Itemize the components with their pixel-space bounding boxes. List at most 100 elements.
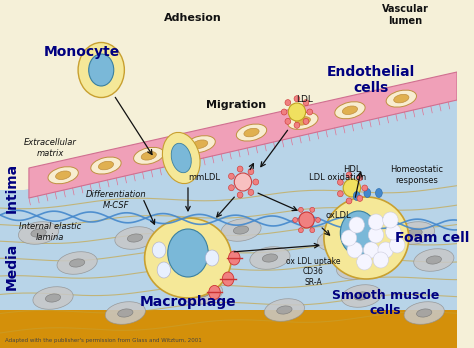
Ellipse shape <box>337 191 343 197</box>
Ellipse shape <box>228 185 234 191</box>
Ellipse shape <box>310 228 315 233</box>
Ellipse shape <box>294 122 300 128</box>
Ellipse shape <box>192 140 208 149</box>
Ellipse shape <box>285 100 291 105</box>
Ellipse shape <box>233 226 249 234</box>
Ellipse shape <box>342 106 357 114</box>
Text: LDL oxidation: LDL oxidation <box>309 174 366 182</box>
Ellipse shape <box>341 230 357 246</box>
Ellipse shape <box>264 299 304 321</box>
Ellipse shape <box>294 96 300 102</box>
Ellipse shape <box>353 191 360 200</box>
Ellipse shape <box>337 179 343 185</box>
Ellipse shape <box>303 118 309 124</box>
Ellipse shape <box>354 292 369 300</box>
Ellipse shape <box>89 54 114 86</box>
Ellipse shape <box>166 264 181 272</box>
Ellipse shape <box>303 100 309 105</box>
Ellipse shape <box>390 237 405 253</box>
Ellipse shape <box>293 218 298 222</box>
Ellipse shape <box>375 189 382 198</box>
Ellipse shape <box>285 118 291 124</box>
Ellipse shape <box>55 171 71 180</box>
Ellipse shape <box>299 212 314 228</box>
Ellipse shape <box>31 229 46 237</box>
Ellipse shape <box>244 128 259 137</box>
Ellipse shape <box>299 207 303 212</box>
Bar <box>0 210 457 348</box>
Ellipse shape <box>414 249 454 271</box>
Ellipse shape <box>157 262 171 278</box>
Text: Intima: Intima <box>5 163 18 213</box>
Text: Media: Media <box>5 242 18 290</box>
Text: mmLDL: mmLDL <box>188 174 220 182</box>
Ellipse shape <box>362 185 368 191</box>
Ellipse shape <box>295 117 310 125</box>
Text: Homeostatic
responses: Homeostatic responses <box>390 165 443 185</box>
Ellipse shape <box>78 42 124 97</box>
Ellipse shape <box>145 218 231 298</box>
Ellipse shape <box>373 252 389 268</box>
Ellipse shape <box>426 256 441 264</box>
Ellipse shape <box>349 217 365 233</box>
Ellipse shape <box>134 147 164 164</box>
Ellipse shape <box>46 294 61 302</box>
Ellipse shape <box>18 222 59 244</box>
Ellipse shape <box>357 175 363 181</box>
Ellipse shape <box>357 195 363 201</box>
Ellipse shape <box>288 112 318 129</box>
Ellipse shape <box>141 152 156 160</box>
Ellipse shape <box>288 103 306 121</box>
Ellipse shape <box>237 192 243 198</box>
Ellipse shape <box>368 214 383 230</box>
Ellipse shape <box>185 136 215 153</box>
Text: HDL: HDL <box>343 165 361 174</box>
Ellipse shape <box>349 264 365 272</box>
Ellipse shape <box>253 179 259 185</box>
Ellipse shape <box>346 198 352 204</box>
Bar <box>0 190 457 310</box>
Text: Extracellular
matrix: Extracellular matrix <box>24 138 77 158</box>
Text: Endothelial
cells: Endothelial cells <box>327 65 415 95</box>
Text: Migration: Migration <box>206 100 266 110</box>
Text: Differentiation
M-CSF: Differentiation M-CSF <box>85 190 146 210</box>
Ellipse shape <box>228 173 234 179</box>
Text: Monocyte: Monocyte <box>44 45 120 59</box>
Ellipse shape <box>171 143 191 173</box>
Ellipse shape <box>237 166 243 172</box>
Ellipse shape <box>364 189 371 198</box>
Ellipse shape <box>404 302 444 324</box>
Ellipse shape <box>310 207 315 212</box>
Ellipse shape <box>195 289 210 297</box>
Ellipse shape <box>91 157 121 174</box>
Ellipse shape <box>317 229 357 251</box>
Ellipse shape <box>281 109 287 115</box>
Ellipse shape <box>357 254 372 270</box>
Ellipse shape <box>228 251 240 265</box>
Ellipse shape <box>335 102 365 119</box>
Ellipse shape <box>221 219 261 241</box>
Ellipse shape <box>324 197 409 279</box>
Ellipse shape <box>70 259 85 267</box>
Ellipse shape <box>118 309 133 317</box>
Polygon shape <box>0 100 457 220</box>
Ellipse shape <box>33 287 73 309</box>
Ellipse shape <box>407 229 422 237</box>
Ellipse shape <box>341 285 382 307</box>
Ellipse shape <box>168 229 208 277</box>
Ellipse shape <box>394 222 435 244</box>
Ellipse shape <box>128 234 143 242</box>
Ellipse shape <box>347 242 363 258</box>
Text: Internal elastic
lamina: Internal elastic lamina <box>19 222 81 242</box>
Ellipse shape <box>248 189 254 195</box>
Text: Smooth muscle
cells: Smooth muscle cells <box>332 289 439 317</box>
Text: Adapted with the publisher's permission from Glass and Witztum, 2001: Adapted with the publisher's permission … <box>5 338 201 343</box>
Ellipse shape <box>343 179 361 197</box>
Ellipse shape <box>368 227 383 243</box>
Ellipse shape <box>383 212 398 228</box>
Ellipse shape <box>378 242 393 258</box>
Ellipse shape <box>346 172 352 178</box>
Text: Vascular
lumen: Vascular lumen <box>382 4 428 26</box>
Polygon shape <box>0 0 457 168</box>
Ellipse shape <box>163 132 200 184</box>
